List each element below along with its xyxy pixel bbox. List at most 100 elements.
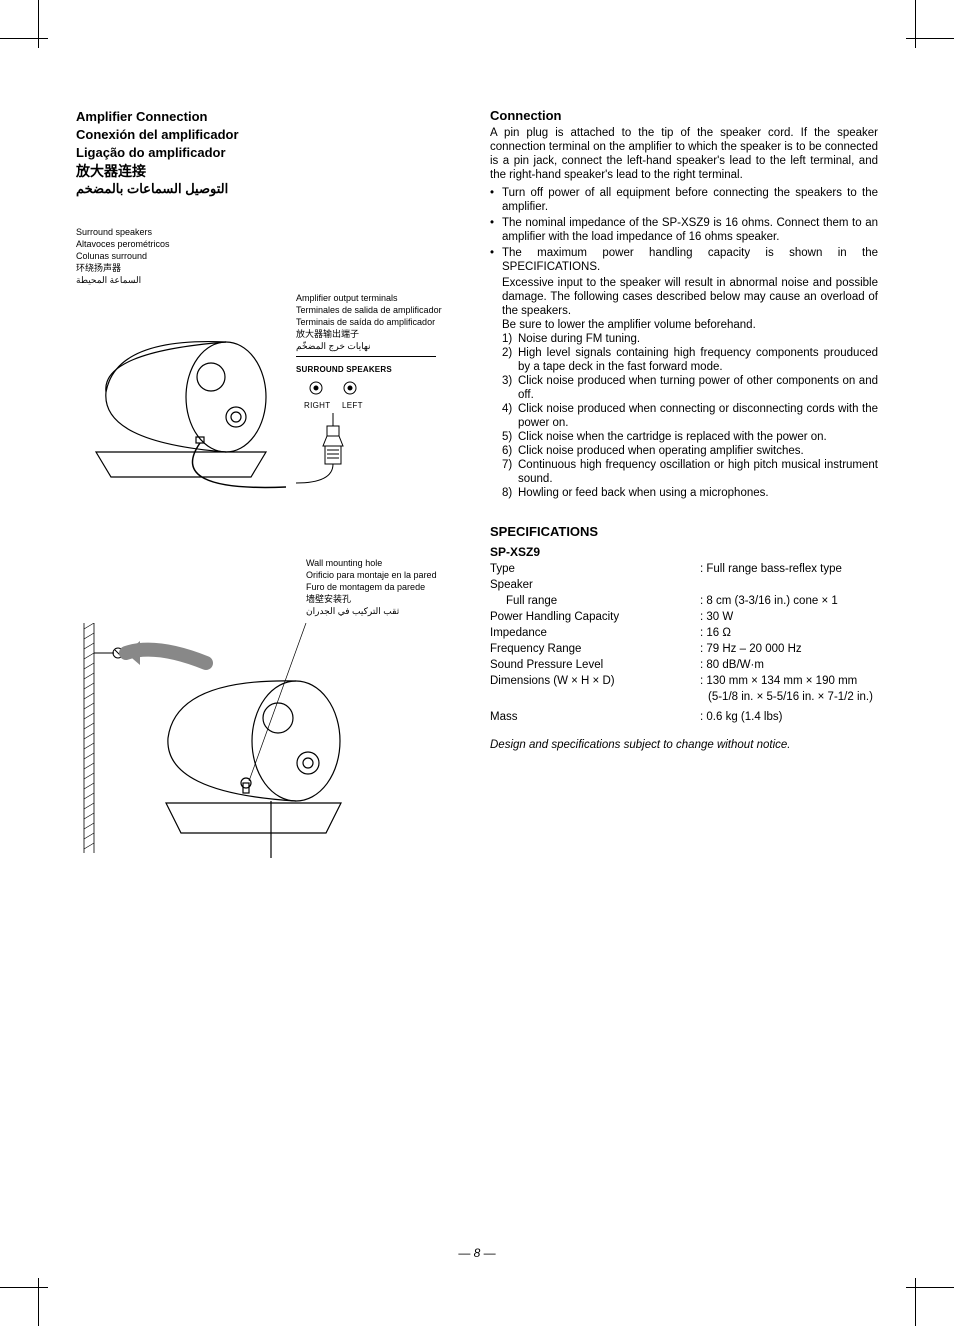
page-columns: Amplifier Connection Conexión del amplif…: [76, 108, 878, 868]
right-column: Connection A pin plug is attached to the…: [490, 108, 878, 868]
spec-value: : 80 dB/W·m: [700, 657, 878, 673]
spec-value: : 0.6 kg (1.4 lbs): [700, 709, 878, 725]
spec-row: Impedance: 16 Ω: [490, 625, 878, 641]
spec-label: Mass: [490, 709, 700, 725]
terminal-column: Amplifier output terminals Terminales de…: [296, 292, 456, 493]
connection-figure: Amplifier output terminals Terminales de…: [76, 292, 456, 497]
connection-intro: A pin plug is attached to the tip of the…: [490, 126, 878, 182]
numbered-item: 2)High level signals containing high fre…: [502, 346, 878, 374]
numbered-text: Noise during FM tuning.: [518, 333, 640, 345]
spec-label: Full range: [490, 593, 700, 609]
spec-label: Impedance: [490, 625, 700, 641]
crop-mark: [906, 1287, 954, 1288]
wall-svg: [76, 623, 376, 863]
label-pt: Colunas surround: [76, 250, 456, 262]
spec-value: [700, 577, 878, 593]
amp-label-zh: 放大器输出端子: [296, 328, 456, 340]
crop-mark: [0, 38, 48, 39]
spec-label: Frequency Range: [490, 641, 700, 657]
crop-mark: [915, 1278, 916, 1326]
wall-label-ar: ثقب التركيب في الجدران: [306, 605, 456, 617]
numbered-item: 8)Howling or feed back when using a micr…: [502, 486, 878, 500]
bullet-item: The nominal impedance of the SP-XSZ9 is …: [490, 216, 878, 244]
label-es: Altavoces perométricos: [76, 238, 456, 250]
specifications-section: SPECIFICATIONS SP-XSZ9 Type: Full range …: [490, 524, 878, 751]
numbered-item: 4)Click noise produced when connecting o…: [502, 402, 878, 430]
specs-title: SPECIFICATIONS: [490, 524, 878, 539]
wall-mounting-figure: [76, 623, 456, 868]
crop-mark: [0, 1287, 48, 1288]
spec-row: Type: Full range bass-reflex type: [490, 561, 878, 577]
spec-label: Sound Pressure Level: [490, 657, 700, 673]
label-zh: 环绕扬声器: [76, 262, 456, 274]
crop-mark: [38, 0, 39, 48]
wall-label-es: Orificio para montaje en la pared: [306, 569, 456, 581]
heading-zh: 放大器连接: [76, 162, 456, 180]
terminal-svg: RIGHT LEFT: [296, 378, 396, 488]
amp-label-ar: نهايات خرج المضخّم: [296, 340, 456, 352]
spec-value: : 130 mm × 134 mm × 190 mm: [700, 673, 878, 689]
crop-mark: [906, 38, 954, 39]
amplifier-connection-headings: Amplifier Connection Conexión del amplif…: [76, 108, 456, 198]
dimensions-line2: (5-1/8 in. × 5-5/16 in. × 7-1/2 in.): [700, 691, 873, 703]
numbered-item: 3)Click noise produced when turning powe…: [502, 374, 878, 402]
bullet-item: The maximum power handling capacity is s…: [490, 246, 878, 274]
left-column: Amplifier Connection Conexión del amplif…: [76, 108, 456, 868]
amp-label-en: Amplifier output terminals: [296, 292, 456, 304]
spec-value: : 79 Hz – 20 000 Hz: [700, 641, 878, 657]
spec-row: Sound Pressure Level: 80 dB/W·m: [490, 657, 878, 673]
crop-mark: [915, 0, 916, 48]
numbered-text: Click noise when the cartridge is replac…: [518, 431, 827, 443]
spec-row: Full range: 8 cm (3-3/16 in.) cone × 1: [490, 593, 878, 609]
speaker-illustration: [76, 292, 286, 497]
wall-label-pt: Furo de montagem da parede: [306, 581, 456, 593]
numbered-item: 5)Click noise when the cartridge is repl…: [502, 430, 878, 444]
spec-label: Power Handling Capacity: [490, 609, 700, 625]
spec-row: Frequency Range: 79 Hz – 20 000 Hz: [490, 641, 878, 657]
heading-pt: Ligação do amplificador: [76, 144, 456, 162]
spec-value: : 8 cm (3-3/16 in.) cone × 1: [700, 593, 878, 609]
label-ar: السماعة المحيطة: [76, 274, 456, 286]
numbered-text: High level signals containing high frequ…: [518, 347, 878, 373]
spec-value: : 16 Ω: [700, 625, 878, 641]
spec-row: Speaker: [490, 577, 878, 593]
numbered-text: Continuous high frequency oscillation or…: [518, 459, 878, 485]
spec-label: Speaker: [490, 577, 700, 593]
wall-label-zh: 墙壁安装孔: [306, 593, 456, 605]
wall-mounting-labels: Wall mounting hole Orificio para montaje…: [306, 557, 456, 617]
bullet-item: Turn off power of all equipment before c…: [490, 186, 878, 214]
overload-list: 1)Noise during FM tuning. 2)High level s…: [490, 332, 878, 500]
amp-label-es: Terminales de salida de amplificador: [296, 304, 456, 316]
overload-para2: Be sure to lower the amplifier volume be…: [490, 318, 878, 332]
label-en: Surround speakers: [76, 226, 456, 238]
spec-value: : Full range bass-reflex type: [700, 561, 878, 577]
terminal-header: SURROUND SPEAKERS: [296, 365, 456, 374]
heading-ar: التوصيل السماعات بالمضخم: [76, 180, 456, 198]
amp-terminal-labels: Amplifier output terminals Terminales de…: [296, 292, 456, 352]
speaker-svg: [76, 292, 286, 492]
numbered-text: Click noise produced when connecting or …: [518, 403, 878, 429]
numbered-item: 1)Noise during FM tuning.: [502, 332, 878, 346]
spec-row: Dimensions (W × H × D): 130 mm × 134 mm …: [490, 673, 878, 689]
heading-en: Amplifier Connection: [76, 108, 456, 126]
numbered-text: Click noise produced when operating ampl…: [518, 445, 804, 457]
numbered-item: 7)Continuous high frequency oscillation …: [502, 458, 878, 486]
specs-disclaimer: Design and specifications subject to cha…: [490, 739, 878, 751]
spec-row: Power Handling Capacity: 30 W: [490, 609, 878, 625]
numbered-text: Howling or feed back when using a microp…: [518, 487, 769, 499]
divider: [296, 356, 436, 357]
spec-row: Mass: 0.6 kg (1.4 lbs): [490, 709, 878, 725]
amp-label-pt: Terminais de saída do amplificador: [296, 316, 456, 328]
wall-label-en: Wall mounting hole: [306, 557, 456, 569]
left-label: LEFT: [342, 401, 363, 410]
numbered-text: Click noise produced when turning power …: [518, 375, 878, 401]
spec-label: Dimensions (W × H × D): [490, 673, 700, 689]
heading-es: Conexión del amplificador: [76, 126, 456, 144]
spec-value: : 30 W: [700, 609, 878, 625]
spec-value-continued: (5-1/8 in. × 5-5/16 in. × 7-1/2 in.): [490, 689, 878, 705]
overload-para1: Excessive input to the speaker will resu…: [490, 276, 878, 318]
page-number: — 8 —: [0, 1246, 954, 1260]
spec-label: Type: [490, 561, 700, 577]
crop-mark: [38, 1278, 39, 1326]
connection-bullets: Turn off power of all equipment before c…: [490, 186, 878, 274]
